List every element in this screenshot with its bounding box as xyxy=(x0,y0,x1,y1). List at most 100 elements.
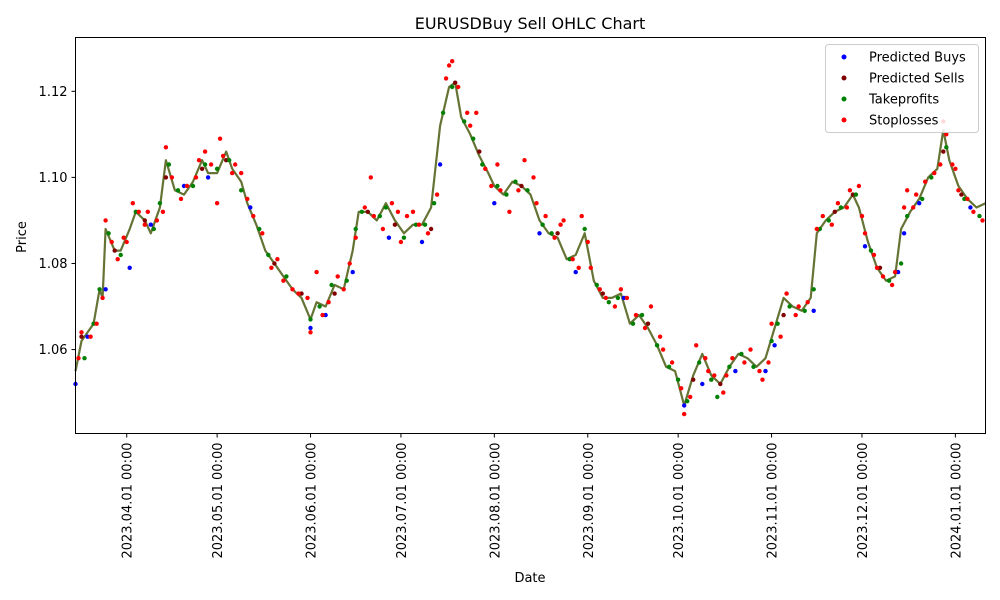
marker-point xyxy=(184,183,190,189)
marker-point xyxy=(751,364,756,369)
marker-point xyxy=(950,162,955,167)
marker-point xyxy=(389,201,395,206)
marker-point xyxy=(220,153,226,159)
x-tick-label: 2023.11.01 00:00 xyxy=(766,443,781,559)
marker-point xyxy=(552,235,557,240)
marker-point xyxy=(124,239,129,245)
marker-point xyxy=(892,269,898,275)
marker-point xyxy=(308,330,313,335)
marker-point xyxy=(392,222,398,227)
marker-point xyxy=(769,338,774,344)
marker-point xyxy=(778,334,783,339)
marker-point xyxy=(386,235,392,240)
x-tick-label: 2023.09.01 00:00 xyxy=(582,443,597,559)
marker-point xyxy=(597,287,602,292)
marker-point xyxy=(118,252,123,258)
marker-point xyxy=(320,312,325,318)
marker-point xyxy=(901,231,907,236)
x-tick-label: 2023.07.01 00:00 xyxy=(395,443,410,559)
marker-point xyxy=(160,209,166,214)
marker-point xyxy=(401,235,407,240)
x-tick-label: 2023.04.01 00:00 xyxy=(121,443,136,559)
marker-point xyxy=(666,364,672,369)
y-tick-label: 1.12 xyxy=(39,85,68,100)
marker-point xyxy=(781,312,786,318)
marker-point xyxy=(784,291,789,296)
x-axis-label: Date xyxy=(514,571,545,586)
marker-point xyxy=(175,188,181,193)
marker-point xyxy=(862,244,868,249)
marker-point xyxy=(492,201,497,206)
marker-point xyxy=(341,287,346,292)
marker-point xyxy=(682,403,687,408)
marker-point xyxy=(624,295,630,301)
marker-point xyxy=(543,213,548,219)
legend-marker-predicted-buys xyxy=(841,54,847,60)
marker-point xyxy=(853,192,859,197)
marker-point xyxy=(829,222,834,227)
marker-point xyxy=(489,183,494,189)
marker-point xyxy=(675,377,681,382)
marker-point xyxy=(112,248,117,253)
marker-point xyxy=(682,411,687,417)
marker-point xyxy=(230,170,235,176)
marker-point xyxy=(889,282,895,288)
marker-point xyxy=(968,205,973,210)
marker-point xyxy=(814,226,819,232)
legend-marker-takeprofits xyxy=(841,96,847,102)
marker-point xyxy=(648,304,654,309)
marker-point xyxy=(474,110,479,116)
marker-point xyxy=(290,287,295,292)
marker-point xyxy=(534,201,539,206)
legend: Predicted Buys Predicted Sells Takeprofits… xyxy=(825,44,979,133)
marker-point xyxy=(826,218,831,223)
marker-point xyxy=(142,222,147,227)
marker-point xyxy=(163,175,169,180)
marker-point xyxy=(712,373,717,378)
marker-point xyxy=(416,222,422,227)
marker-point xyxy=(760,377,765,382)
marker-point xyxy=(480,162,485,167)
marker-point xyxy=(377,213,382,219)
marker-point xyxy=(645,321,651,326)
marker-point xyxy=(353,226,358,232)
marker-point xyxy=(679,386,684,391)
marker-point xyxy=(630,321,636,326)
marker-point xyxy=(419,239,425,245)
y-tick-label: 1.08 xyxy=(39,257,68,272)
legend-label-predicted-buys: Predicted Buys xyxy=(869,51,966,66)
marker-point xyxy=(862,231,868,236)
marker-point xyxy=(199,166,205,171)
marker-point xyxy=(585,239,590,245)
marker-point xyxy=(260,231,265,236)
marker-point xyxy=(531,175,536,180)
marker-point xyxy=(905,213,910,219)
marker-point xyxy=(558,222,563,227)
marker-point xyxy=(923,179,928,184)
marker-point xyxy=(233,162,238,167)
marker-point xyxy=(308,325,313,331)
marker-point xyxy=(422,222,428,227)
marker-point xyxy=(703,356,708,361)
marker-point xyxy=(606,300,611,305)
chart-title: EURUSDBuy Sell OHLC Chart xyxy=(415,14,646,33)
marker-point xyxy=(820,213,825,219)
marker-point xyxy=(79,330,84,335)
marker-point xyxy=(483,166,488,171)
legend-marker-predicted-sells xyxy=(841,75,847,81)
marker-point xyxy=(733,368,738,374)
marker-point xyxy=(537,231,542,236)
legend-label-takeprofits: Takeprofits xyxy=(868,93,939,108)
marker-point xyxy=(434,192,440,197)
marker-point xyxy=(905,188,910,193)
marker-point xyxy=(657,334,663,339)
marker-point xyxy=(540,222,545,227)
marker-point xyxy=(944,132,949,137)
marker-point xyxy=(576,265,581,270)
marker-point xyxy=(166,162,172,167)
legend-label-predicted-sells: Predicted Sells xyxy=(869,72,965,87)
marker-point xyxy=(350,269,355,275)
marker-point xyxy=(97,287,102,292)
marker-point xyxy=(742,360,747,365)
marker-point xyxy=(504,192,509,197)
